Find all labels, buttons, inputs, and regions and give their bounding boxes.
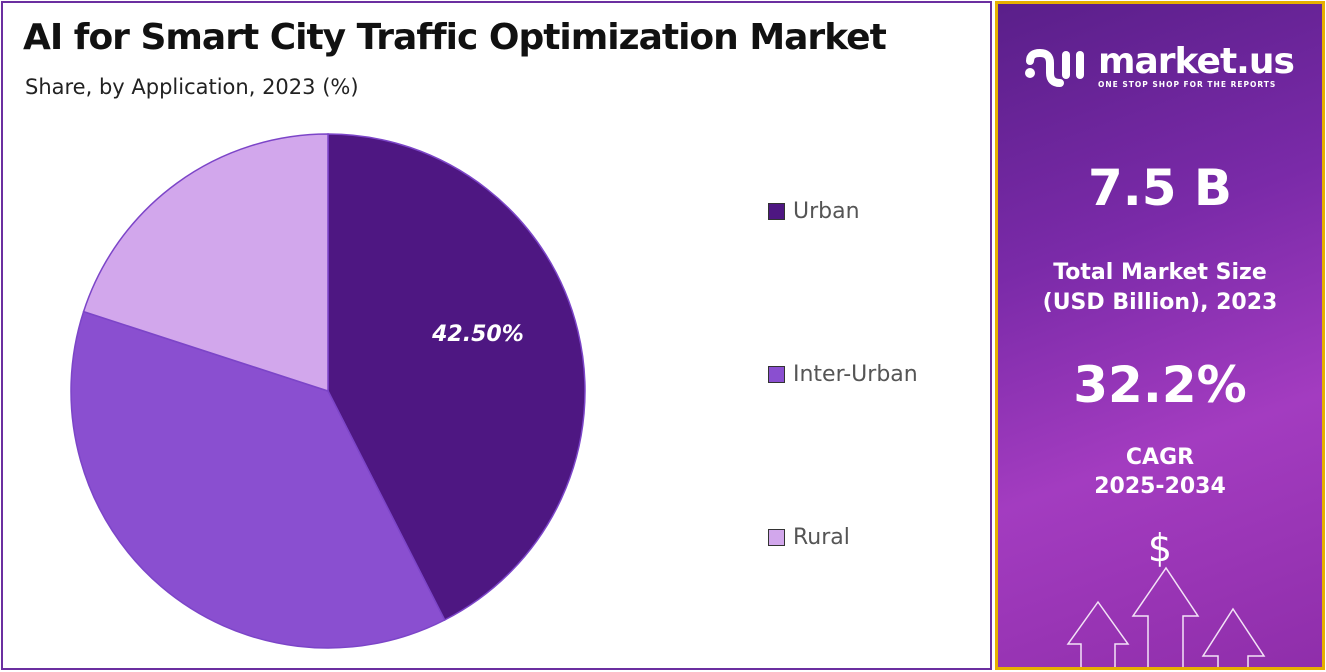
growth-arrows-icon xyxy=(1066,566,1266,667)
legend-label: Inter-Urban xyxy=(793,362,918,387)
summary-panel: market.us ONE STOP SHOP FOR THE REPORTS … xyxy=(995,1,1325,670)
brand-name: market.us xyxy=(1098,41,1295,82)
chart-panel: AI for Smart City Traffic Optimization M… xyxy=(1,1,992,670)
legend-swatch xyxy=(768,366,785,383)
cagr-period: 2025-2034 xyxy=(1094,474,1226,499)
legend-swatch xyxy=(768,203,785,220)
dollar-icon: $ xyxy=(1147,526,1173,570)
legend-label: Rural xyxy=(793,525,850,550)
brand-tagline: ONE STOP SHOP FOR THE REPORTS xyxy=(1098,80,1277,89)
market-size-label: Total Market Size xyxy=(1053,260,1267,285)
pie-slice-urban xyxy=(327,133,586,621)
pie-slice-inter-urban xyxy=(70,310,446,649)
market-size-label-2: (USD Billion), 2023 xyxy=(1042,290,1278,315)
chart-title: AI for Smart City Traffic Optimization M… xyxy=(23,17,887,58)
chart-subtitle: Share, by Application, 2023 (%) xyxy=(25,75,359,99)
legend-item-inter-urban: Inter-Urban xyxy=(768,362,918,387)
brand-logo: market.us ONE STOP SHOP FOR THE REPORTS xyxy=(1022,41,1295,89)
legend-swatch xyxy=(768,529,785,546)
market-size-value: 7.5 B xyxy=(1087,159,1233,217)
data-label-urban: 42.50% xyxy=(431,322,524,347)
cagr-value: 32.2% xyxy=(1073,356,1247,414)
legend-label: Urban xyxy=(793,199,860,224)
market-us-logo-icon xyxy=(1025,48,1084,87)
pie-chart: 42.50% xyxy=(70,133,586,649)
pie-slice-rural xyxy=(82,133,329,393)
cagr-label: CAGR xyxy=(1125,445,1195,470)
legend-item-urban: Urban xyxy=(768,199,860,224)
legend-item-rural: Rural xyxy=(768,525,850,550)
